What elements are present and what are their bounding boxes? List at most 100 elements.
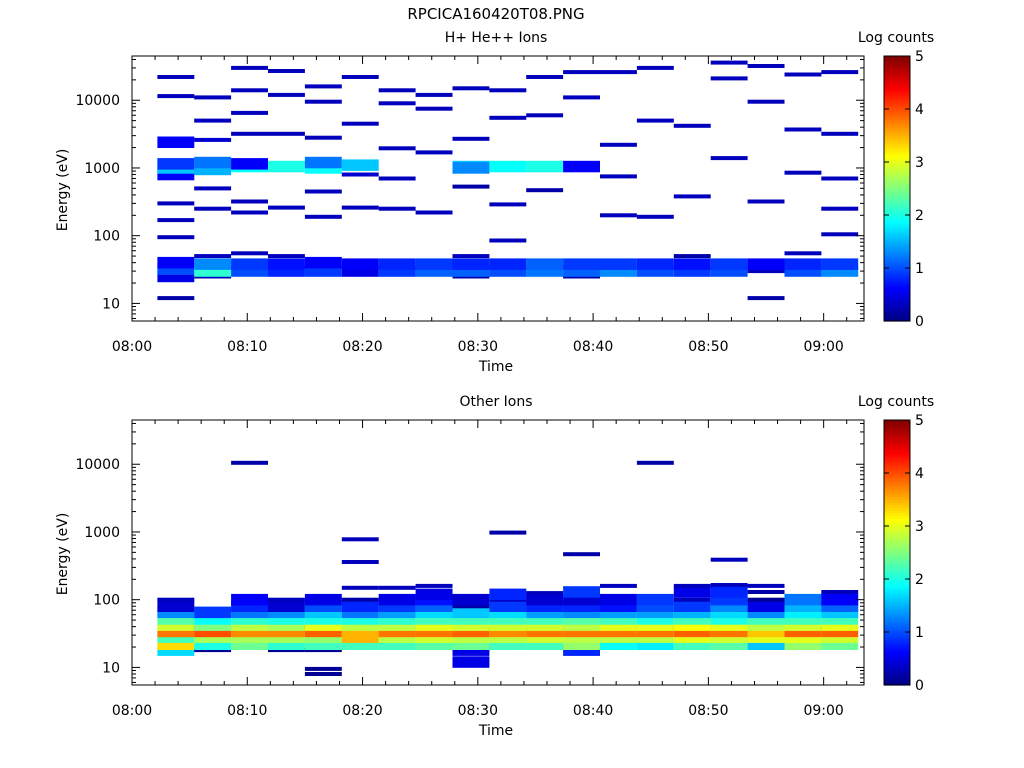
heatmap-cell — [600, 638, 637, 650]
colorbar-segment — [884, 307, 910, 311]
heatmap-cells — [157, 460, 859, 676]
heatmap-cell — [268, 625, 305, 638]
colorbar-segment — [884, 446, 910, 450]
heatmap-cell — [673, 254, 711, 259]
heatmap-cell — [231, 110, 268, 115]
heatmap-cell — [378, 585, 416, 590]
heatmap-cell — [526, 593, 564, 606]
colorbar-segment — [884, 674, 910, 678]
colorbar-segment — [884, 122, 910, 126]
colorbar-segment — [884, 584, 910, 588]
colorbar: 0 1 2 3 4 5 — [883, 49, 924, 330]
heatmap-cell — [600, 613, 637, 625]
heatmap-cell — [157, 201, 195, 206]
heatmap-cell — [194, 254, 232, 259]
heatmap-cell — [304, 613, 342, 625]
heatmap-cell — [784, 170, 822, 175]
colorbar-segment — [884, 679, 910, 683]
heatmap-cell — [784, 625, 822, 638]
heatmap-cell — [563, 619, 600, 631]
colorbar-tick-label: 5 — [915, 49, 924, 65]
y-tick-label: 100 — [93, 593, 120, 609]
colorbar-segment — [884, 425, 910, 429]
panel-title: Other Ions — [459, 394, 532, 410]
heatmap-cell — [341, 597, 379, 602]
heatmap-cell — [378, 176, 416, 181]
colorbar-segment — [884, 682, 910, 686]
colorbar-segment — [884, 531, 910, 535]
colorbar-segment — [884, 502, 910, 506]
heatmap-cell — [268, 69, 305, 73]
heatmap-cell — [415, 92, 453, 97]
heatmap-cell — [636, 600, 674, 612]
heatmap-cell — [821, 232, 859, 237]
colorbar-segment — [884, 579, 910, 583]
heatmap-cell — [563, 638, 600, 650]
heatmap-cell — [821, 619, 859, 631]
heatmap-cell — [452, 136, 490, 141]
colorbar-tick-label: 4 — [915, 466, 924, 482]
colorbar-segment — [884, 127, 910, 131]
heatmap-cell — [563, 265, 600, 277]
colorbar-segment — [884, 212, 910, 216]
heatmap-cell — [710, 156, 748, 161]
plot-frame — [131, 55, 865, 322]
heatmap-cell — [157, 625, 195, 638]
x-axis-label: Time — [478, 359, 513, 375]
colorbar-segment — [884, 557, 910, 562]
colorbar-segment — [884, 220, 910, 224]
heatmap-cell — [710, 638, 748, 650]
colorbar-tick-label: 5 — [915, 413, 924, 429]
heatmap-cell — [415, 583, 453, 588]
colorbar-segment — [884, 114, 910, 118]
heatmap-cell — [268, 613, 305, 625]
heatmap-cell — [747, 258, 785, 270]
heatmap-cell — [747, 619, 785, 631]
heatmap-cell — [231, 265, 268, 277]
heatmap-cell — [747, 638, 785, 650]
colorbar-segment — [884, 626, 910, 630]
heatmap-cell — [821, 265, 859, 277]
colorbar-segment — [884, 600, 910, 604]
colorbar-segment — [884, 655, 910, 660]
x-tick-label: 08:10 — [227, 339, 267, 355]
colorbar-segment — [884, 610, 910, 615]
colorbar-tick-label: 4 — [915, 102, 924, 118]
heatmap-cell — [673, 194, 711, 199]
colorbar-segment — [884, 478, 910, 482]
heatmap-cell — [341, 121, 379, 126]
heatmap-cell — [415, 619, 453, 631]
heatmap-cell — [194, 619, 232, 631]
heatmap-cell — [636, 613, 674, 625]
heatmap-cell — [231, 606, 268, 619]
heatmap-cell — [673, 265, 711, 277]
colorbar-segment — [884, 101, 910, 105]
heatmap-cell — [452, 265, 490, 277]
colorbar-segment — [884, 236, 910, 240]
colorbar-segment — [884, 618, 910, 622]
colorbar-segment — [884, 669, 910, 673]
heatmap-cell — [341, 258, 379, 270]
heatmap-cell — [673, 606, 711, 619]
heatmap-cell — [268, 648, 305, 653]
colorbar-frame — [883, 419, 911, 686]
heatmap-cell — [268, 258, 305, 270]
colorbar-segment — [884, 634, 910, 638]
colorbar-label: Log counts — [858, 394, 934, 410]
heatmap-cell — [489, 625, 527, 638]
heatmap-cell — [378, 613, 416, 625]
heatmap-cell — [452, 258, 490, 270]
x-tick-label: 08:00 — [112, 339, 152, 355]
heatmap-cell — [489, 619, 527, 631]
heatmap-cell — [378, 600, 416, 612]
heatmap-cell — [194, 156, 232, 169]
heatmap-cell — [304, 648, 342, 653]
heatmap-cell — [784, 72, 822, 77]
colorbar-segment — [884, 491, 910, 495]
heatmap-cell — [489, 160, 527, 173]
colorbar-segment — [884, 66, 910, 70]
colorbar-segment — [884, 486, 910, 490]
heatmap-cell — [341, 613, 379, 625]
colorbar-segment — [884, 225, 910, 229]
colorbar-segment — [884, 608, 910, 612]
